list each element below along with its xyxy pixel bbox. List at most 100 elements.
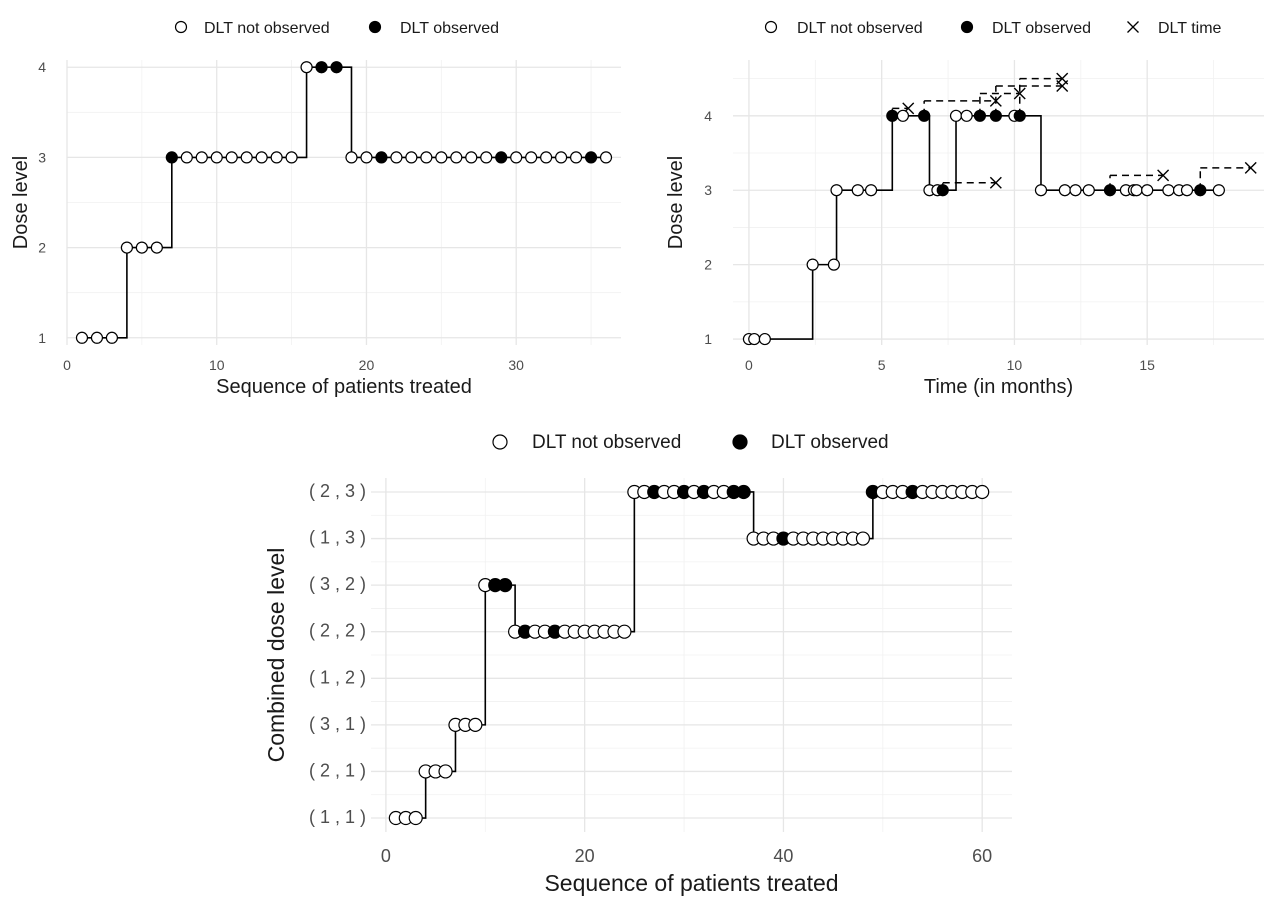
y-tick-label: ( 2 , 3 ) (309, 481, 366, 501)
legend-marker-dlt-not-observed (764, 20, 778, 34)
legend-marker-dlt-time (1127, 21, 1139, 33)
x-tick-label: 0 (381, 846, 391, 866)
dlt-not-observed-point (1180, 184, 1194, 197)
dlt-not-observed-point (390, 151, 403, 164)
dlt-not-observed-point (135, 241, 148, 254)
dlt-not-observed-point (975, 484, 990, 500)
dlt-observed-point (1194, 184, 1207, 197)
dose-step-line (81, 66, 607, 339)
grid (66, 60, 621, 345)
dlt-observed-point (736, 484, 751, 500)
legend-label: DLT time (1158, 20, 1222, 37)
dlt-not-observed-point (1058, 184, 1071, 197)
y-tick-label: ( 3 , 1 ) (309, 714, 366, 734)
dlt-observed-point (918, 109, 931, 122)
dlt-not-observed-point (480, 151, 493, 164)
y-tick-label: 3 (704, 182, 712, 198)
dlt-not-observed-point (408, 810, 423, 826)
dlt-not-observed-point (300, 61, 313, 74)
panel-3: 0 20 40 60 ( 1 , 1 ) ( 2 , 1 ) ( 3 , 1 ) ( 1 , … (263, 432, 1012, 896)
dlt-observed-point (936, 184, 949, 197)
dlt-not-observed-point (1162, 184, 1175, 197)
legend-marker-dlt-not-observed (174, 20, 188, 34)
x-axis-label: Time (in months) (924, 376, 1073, 398)
dlt-not-observed-point (360, 151, 373, 164)
y-tick-label: 3 (38, 149, 46, 165)
legend-marker-dlt-not-observed (492, 434, 508, 450)
dlt-not-observed-point (210, 151, 223, 164)
dlt-not-observed-point (180, 151, 193, 164)
dlt-not-observed-point (510, 151, 523, 164)
dlt-observed-point (584, 151, 598, 164)
dlt-observed-point (1103, 184, 1117, 197)
dlt-not-observed-point (525, 151, 538, 164)
dlt-not-observed-point (1082, 184, 1095, 197)
dlt-not-observed-point (468, 717, 483, 732)
dlt-not-observed-point (240, 151, 253, 164)
dlt-not-observed-point (90, 331, 104, 344)
dlt-observed-point (989, 109, 1002, 122)
y-axis-label: Dose level (665, 156, 687, 249)
dlt-not-observed-point (851, 184, 864, 197)
dlt-not-observed-point (255, 151, 268, 164)
y-tick-label: 4 (38, 59, 46, 75)
dlt-not-observed-point (75, 331, 89, 344)
y-tick-label: 1 (704, 331, 712, 347)
legend: DLT not observed DLT observed (174, 20, 499, 37)
x-axis-label: Sequence of patients treated (544, 870, 838, 896)
dlt-not-observed-point (435, 151, 448, 164)
y-tick-label: ( 2 , 2 ) (309, 621, 366, 641)
dlt-not-observed-point (617, 624, 632, 639)
dlt-not-observed-point (285, 151, 298, 164)
y-tick-label: ( 2 , 1 ) (309, 760, 366, 780)
dlt-not-observed-point (540, 151, 553, 164)
legend-label: DLT observed (400, 20, 499, 37)
dlt-not-observed-point (438, 764, 453, 779)
dlt-observed-point (375, 151, 388, 164)
dlt-not-observed-point (345, 151, 358, 164)
dlt-not-observed-point (465, 151, 478, 164)
x-tick-label: 15 (1139, 357, 1155, 373)
dlt-not-observed-point (855, 531, 871, 546)
legend-label: DLT not observed (797, 20, 923, 37)
dlt-observed-point (315, 61, 328, 74)
dlt-not-observed-point (555, 151, 568, 164)
y-tick-label: 4 (704, 108, 712, 124)
dlt-not-observed-point (1141, 184, 1154, 197)
dlt-observed-point (1013, 109, 1026, 122)
dlt-not-observed-point (830, 184, 843, 197)
x-axis-label: Sequence of patients treated (216, 376, 472, 398)
dlt-not-observed-point (270, 151, 283, 164)
x-tick-label: 10 (1007, 357, 1023, 373)
x-tick-label: 0 (745, 357, 753, 373)
dlt-not-observed-point (450, 151, 463, 164)
dlt-observed-point (165, 151, 178, 164)
dlt-not-observed-point (599, 151, 613, 164)
y-axis-label: Combined dose level (263, 548, 289, 763)
legend-marker-dlt-observed (960, 20, 974, 34)
y-tick-label: 1 (38, 330, 46, 346)
dlt-observed-point (973, 109, 987, 122)
dlt-not-observed-point (896, 109, 910, 122)
dlt-time-marker (989, 176, 1002, 189)
y-tick-label: ( 1 , 1 ) (309, 807, 366, 827)
dlt-not-observed-point (420, 151, 433, 164)
x-tick-label: 40 (773, 846, 793, 866)
dlt-time-marker (1244, 161, 1257, 174)
y-axis-label: Dose level (10, 156, 32, 249)
dlt-time-segment (1199, 167, 1251, 191)
legend-label: DLT not observed (204, 20, 330, 37)
dlt-time-marker (1157, 169, 1170, 182)
dlt-not-observed-point (806, 258, 819, 271)
x-tick-label: 5 (878, 357, 886, 373)
dlt-time-segment (941, 182, 996, 191)
y-tick-label: ( 3 , 2 ) (309, 574, 366, 594)
legend-marker-dlt-observed (368, 20, 382, 34)
dlt-observed-point (330, 61, 343, 74)
dlt-not-observed-point (120, 241, 133, 254)
dlt-time-marker (1056, 72, 1069, 85)
dlt-not-observed-point (1069, 184, 1082, 197)
dlt-not-observed-point (150, 241, 163, 254)
dlt-time-marker (1013, 87, 1026, 100)
